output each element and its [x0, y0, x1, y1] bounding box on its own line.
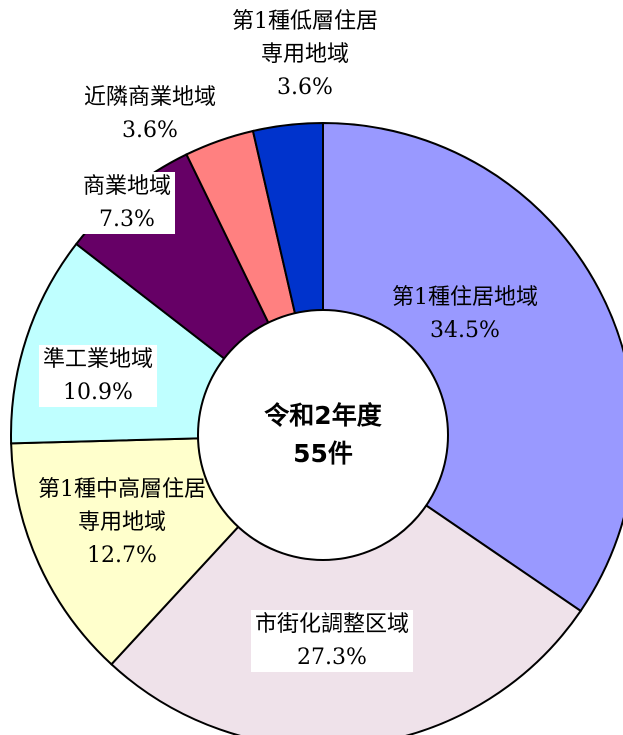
- value-label: 3.6%: [122, 118, 178, 143]
- category-label: 近隣商業地域: [84, 85, 216, 110]
- category-line: 専用地域: [78, 510, 166, 535]
- category-line: 第1種住居地域: [392, 285, 538, 310]
- category-label: 準工業地域: [43, 347, 153, 372]
- value-label: 10.9%: [63, 380, 133, 405]
- value-label: 34.5%: [430, 318, 500, 343]
- slice-label: 準工業地域 10.9%: [38, 345, 158, 407]
- category-line: 準工業地域: [43, 347, 153, 372]
- value-label: 12.7%: [87, 543, 157, 568]
- slice-label: 第1種低層住居専用地域 3.6%: [232, 9, 378, 100]
- slice-label: 近隣商業地域 3.6%: [84, 85, 216, 143]
- center-label: 55件: [293, 439, 353, 468]
- slice: [109, 433, 583, 735]
- label-background: [38, 345, 158, 407]
- category-line: 近隣商業地域: [84, 85, 216, 110]
- label-background: [78, 172, 176, 234]
- value-label: 27.3%: [297, 645, 367, 670]
- category-label: 商業地域: [83, 174, 171, 199]
- category-line: 市街化調整区域: [255, 612, 409, 637]
- category-label: 市街化調整区域: [255, 612, 409, 637]
- category-line: 専用地域: [261, 42, 349, 67]
- slice-label: 商業地域 7.3%: [78, 172, 176, 234]
- donut-hole: [197, 309, 449, 561]
- category-label: 第1種住居地域: [392, 285, 538, 310]
- category-line: 第1種中高層住居: [38, 477, 206, 502]
- value-label: 7.3%: [99, 207, 155, 232]
- category-line: 商業地域: [83, 174, 171, 199]
- value-label: 3.6%: [277, 75, 333, 100]
- slice-label: 第1種住居地域 34.5%: [392, 285, 538, 343]
- slice-label: 第1種中高層住居専用地域 12.7%: [38, 477, 206, 568]
- label-background: [250, 610, 414, 672]
- slice-label: 市街化調整区域 27.3%: [250, 610, 414, 672]
- category-line: 第1種低層住居: [232, 9, 378, 34]
- category-label: 第1種中高層住居専用地域: [38, 477, 206, 535]
- center-label: 令和2年度: [264, 401, 381, 430]
- category-label: 第1種低層住居専用地域: [232, 9, 378, 67]
- slice: [322, 121, 623, 613]
